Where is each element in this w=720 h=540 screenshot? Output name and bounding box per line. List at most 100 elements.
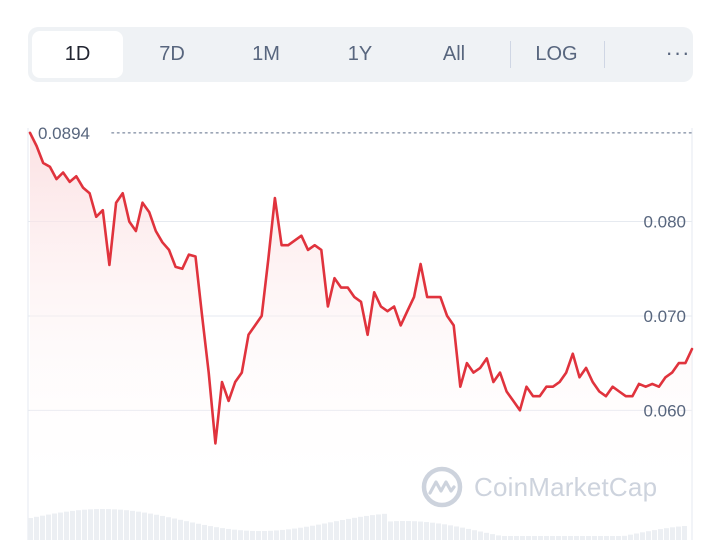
volume-bar [442, 524, 447, 540]
volume-bar [226, 528, 231, 540]
tab-all[interactable]: All [442, 43, 466, 65]
volume-bar [664, 528, 669, 540]
volume-bar [670, 527, 675, 540]
volume-bar [400, 521, 405, 540]
volume-bar [520, 536, 525, 540]
volume-bar [574, 536, 579, 540]
watermark-text: CoinMarketCap [474, 471, 658, 502]
volume-bar [658, 529, 663, 540]
tab-1y[interactable]: 1Y [347, 43, 373, 65]
volume-bar [436, 523, 441, 540]
volume-bar [250, 530, 255, 540]
y-tick-label: 0.080 [643, 213, 686, 232]
volume-bar [532, 536, 537, 540]
volume-bar [88, 509, 93, 540]
volume-bar [496, 535, 501, 540]
volume-bar [466, 528, 471, 540]
volume-bar [316, 524, 321, 540]
volume-bar [412, 521, 417, 540]
volume-bar [124, 510, 129, 540]
volume-bar [406, 521, 411, 540]
tab-1d[interactable]: 1D [32, 31, 123, 78]
volume-bar [634, 533, 639, 540]
volume-bar [568, 536, 573, 540]
tab-1m[interactable]: 1M [252, 43, 280, 65]
volume-bar [148, 513, 153, 540]
volume-bar [214, 527, 219, 540]
volume-bar [376, 514, 381, 540]
volume-bar [640, 532, 645, 540]
volume-bar [220, 528, 225, 540]
volume-bar [304, 526, 309, 540]
volume-bar [232, 529, 237, 540]
volume-bar [106, 509, 111, 540]
log-scale-toggle[interactable]: LOG [535, 43, 578, 65]
volume-bar [328, 522, 333, 540]
volume-bar [322, 523, 327, 540]
volume-bar [484, 532, 489, 540]
volume-bar [562, 536, 567, 540]
volume-bar [274, 530, 279, 540]
volume-bar [172, 518, 177, 540]
volume-bar [514, 536, 519, 540]
volume-bar [136, 511, 141, 540]
volume-bar [454, 526, 459, 540]
volume-bar [550, 536, 555, 540]
volume-bar [388, 521, 393, 540]
volume-bar [178, 519, 183, 540]
volume-bar [394, 521, 399, 540]
volume-bar [118, 509, 123, 540]
volume-bar [40, 515, 45, 540]
volume-bar [424, 522, 429, 540]
volume-bar [94, 509, 99, 540]
volume-bar [490, 534, 495, 540]
volume-bar [76, 510, 81, 540]
volume-bar [286, 529, 291, 540]
volume-bar [256, 531, 261, 540]
volume-bar [418, 521, 423, 540]
volume-bar [544, 536, 549, 540]
coinmarketcap-logo-icon [421, 466, 463, 508]
coinmarketcap-watermark: CoinMarketCap [420, 465, 657, 509]
volume-bar [508, 536, 513, 540]
volume-bar [382, 513, 387, 540]
volume-bar [34, 516, 39, 540]
volume-bar [580, 536, 585, 540]
tab-divider [510, 41, 511, 68]
volume-bar [310, 525, 315, 540]
volume-bar [100, 508, 105, 540]
volume-bar [430, 522, 435, 540]
volume-bar [370, 515, 375, 540]
volume-bar [358, 516, 363, 540]
volume-bar [190, 522, 195, 540]
volume-bar [616, 536, 621, 540]
volume-bar [238, 530, 243, 540]
volume-bar [130, 510, 135, 540]
volume-bar [166, 517, 171, 540]
volume-bar [184, 521, 189, 540]
y-tick-label: 0.070 [643, 307, 686, 326]
volume-bar [628, 534, 633, 540]
volume-bar [262, 530, 267, 540]
volume-bar [244, 530, 249, 540]
volume-bar [298, 527, 303, 540]
volume-bar [610, 536, 615, 540]
volume-bar [592, 536, 597, 540]
volume-bar [586, 536, 591, 540]
volume-bar [154, 514, 159, 540]
timeframe-tab-bar: 1D 7D 1M 1Y All LOG ··· [28, 27, 693, 82]
tab-divider [604, 41, 605, 68]
tab-7d[interactable]: 7D [159, 43, 185, 65]
price-area-fill [30, 132, 692, 501]
volume-bar [502, 536, 507, 540]
more-options-button[interactable]: ··· [665, 40, 691, 65]
volume-bar [196, 523, 201, 540]
volume-bar [82, 509, 87, 540]
volume-bar [448, 525, 453, 540]
volume-bar [46, 514, 51, 540]
volume-bar [292, 528, 297, 540]
volume-bar [346, 518, 351, 540]
volume-bar [622, 535, 627, 540]
